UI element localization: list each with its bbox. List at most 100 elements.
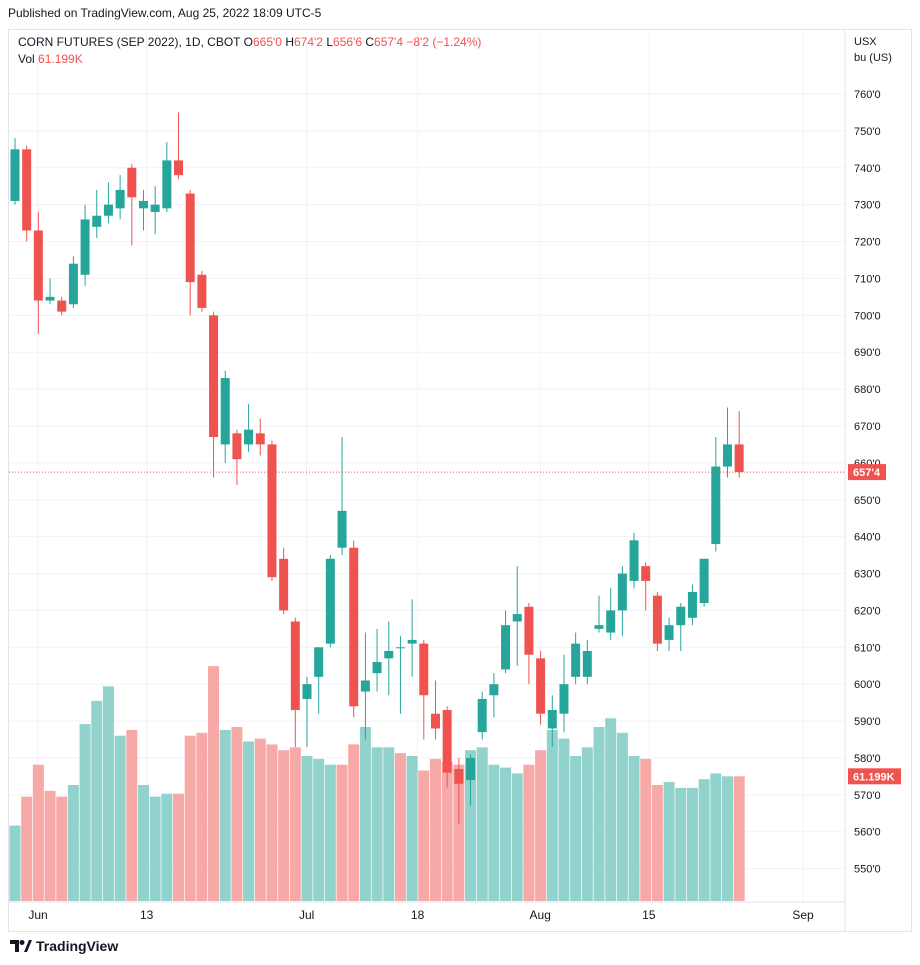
volume-bar	[686, 787, 698, 901]
volume-bar	[488, 764, 500, 901]
candle-body	[267, 444, 277, 578]
volume-bar	[278, 750, 290, 901]
candle-body	[664, 625, 674, 640]
candle-body	[197, 274, 207, 308]
date-tick-label: Sep	[792, 908, 814, 922]
candle-body	[337, 510, 347, 548]
volume-bar	[581, 747, 593, 901]
volume-bar	[476, 747, 488, 901]
candle-body	[466, 757, 476, 781]
candle-body	[314, 647, 324, 677]
volume-bar	[605, 718, 617, 901]
volume-bar	[558, 738, 570, 901]
candle-body	[501, 625, 511, 670]
volume-bar	[500, 767, 512, 901]
volume-bar	[102, 686, 114, 901]
candle-body	[641, 566, 651, 581]
candle-body	[419, 643, 429, 696]
volume-bar	[418, 770, 430, 901]
candle-body	[279, 558, 289, 611]
tradingview-footer[interactable]: TradingView	[10, 938, 118, 954]
last-volume-label: 61.199K	[853, 771, 895, 783]
volume-bar	[313, 758, 325, 901]
price-tick-label: 590'0	[854, 716, 881, 728]
chart-frame[interactable]	[8, 29, 912, 932]
volume-bar	[67, 785, 79, 901]
volume-bar	[9, 825, 21, 901]
volume-bar	[336, 764, 348, 901]
last-price-badge	[848, 464, 886, 481]
candle-body	[232, 433, 242, 460]
volume-bar	[698, 779, 710, 901]
candle-body	[477, 698, 487, 733]
price-tick-label: 760'0	[854, 89, 881, 101]
symbol-label[interactable]: CORN FUTURES (SEP 2022), 1D, CBOT	[18, 35, 241, 49]
candle-body	[45, 296, 55, 301]
volume-bar	[523, 764, 535, 901]
last-price-label: 657'4	[853, 467, 881, 479]
volume-bar	[289, 747, 301, 901]
price-tick-label: 700'0	[854, 310, 881, 322]
candle-body	[174, 160, 184, 176]
date-tick-label: Aug	[530, 908, 551, 922]
volume-bar	[406, 756, 418, 901]
candle-body	[617, 573, 627, 611]
candle-body	[92, 215, 102, 227]
candle-body	[80, 219, 90, 275]
volume-bar	[593, 727, 605, 901]
candle-body	[138, 200, 148, 209]
candle-body	[127, 167, 137, 198]
candle-body	[582, 650, 592, 677]
candle-body	[606, 610, 616, 633]
candle-body	[430, 713, 440, 729]
high-value: 674'2	[293, 35, 323, 49]
tradingview-logo-icon	[10, 940, 32, 952]
candle-body	[547, 710, 557, 729]
volume-bar	[453, 764, 465, 901]
close-value: 657'4	[374, 35, 404, 49]
tradingview-brand: TradingView	[36, 938, 119, 954]
volume-bar	[675, 787, 687, 901]
volume-bar	[348, 744, 360, 901]
volume-bar	[441, 761, 453, 901]
price-tick-label: 560'0	[854, 827, 881, 839]
price-tick-label: 730'0	[854, 200, 881, 212]
candle-body	[454, 769, 464, 784]
candle-body	[209, 315, 219, 438]
candle-body	[524, 606, 534, 655]
candle-body	[722, 444, 732, 467]
candle-body	[536, 658, 546, 714]
candle-body	[360, 680, 370, 692]
volume-bar	[208, 666, 220, 901]
candle-body	[244, 429, 254, 445]
volume-bar	[465, 750, 477, 901]
volume-bar	[91, 700, 103, 901]
volume-bar	[32, 764, 44, 901]
date-tick-label: 18	[411, 908, 425, 922]
candle-body	[676, 606, 686, 626]
price-tick-label: 650'0	[854, 495, 881, 507]
high-label: H	[285, 35, 294, 49]
candle-body	[349, 547, 359, 707]
candle-body	[372, 662, 382, 674]
low-value: 656'6	[333, 35, 363, 49]
candle-body	[57, 300, 67, 312]
volume-bar	[371, 747, 383, 901]
candle-body	[384, 650, 394, 659]
volume-bar	[710, 773, 722, 901]
date-tick-label: 15	[642, 908, 656, 922]
date-tick-label: 13	[140, 908, 154, 922]
close-label: C	[365, 35, 375, 49]
candle-body	[33, 230, 43, 301]
volume-bar	[640, 758, 652, 901]
candle-body	[559, 684, 569, 714]
volume-bar	[79, 724, 91, 901]
price-unit: USX bu (US)	[854, 34, 892, 66]
candle-body	[489, 684, 499, 696]
volume-bar	[231, 727, 243, 901]
volume-bar	[161, 793, 173, 901]
price-tick-label: 640'0	[854, 532, 881, 544]
volume-bar	[429, 758, 441, 901]
volume-bar	[616, 732, 628, 901]
